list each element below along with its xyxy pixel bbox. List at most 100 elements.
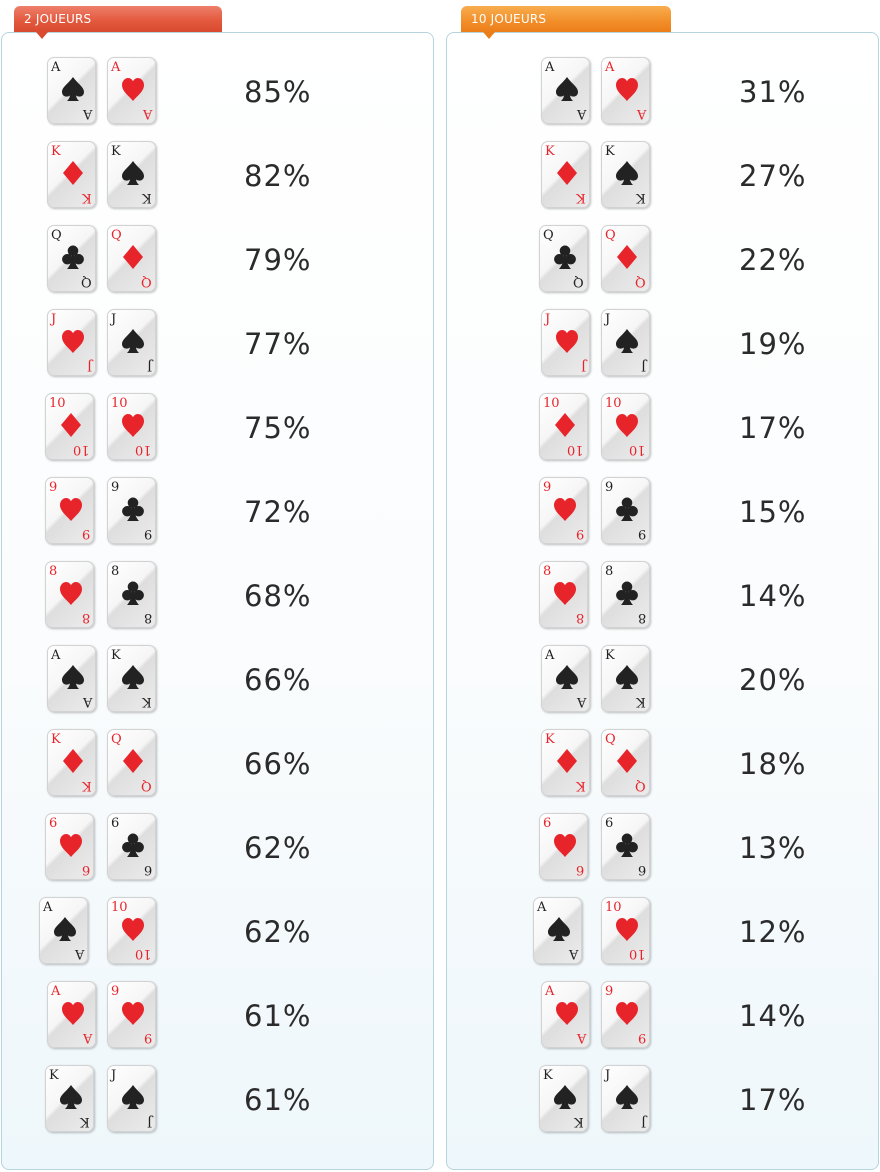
card-rank-inverted: A — [82, 106, 92, 121]
card-rank: 9 — [111, 984, 120, 999]
card-rank-inverted: 8 — [143, 610, 152, 625]
card-rank-inverted: A — [142, 106, 152, 121]
card-rank: K — [51, 732, 61, 747]
win-percentage: 85% — [244, 75, 312, 109]
spade-icon — [62, 77, 84, 101]
win-percentage: 61% — [244, 1083, 312, 1117]
card-rank-inverted: 8 — [575, 610, 584, 625]
win-percentage: 61% — [244, 999, 312, 1033]
card-rank-inverted: J — [580, 358, 586, 373]
card-rank-inverted: 6 — [81, 862, 90, 877]
card-rank: 8 — [605, 564, 614, 579]
tab-10-joueurs[interactable]: 10 JOUEURS — [461, 6, 671, 39]
playing-card: 10 10 — [107, 897, 156, 964]
club-icon — [616, 581, 638, 605]
card-rank-inverted: 9 — [143, 1030, 152, 1045]
club-icon — [62, 245, 84, 269]
spade-icon — [556, 665, 578, 689]
card-rank-inverted: 10 — [135, 442, 152, 457]
hand-row: Q Q Q Q 22% — [447, 225, 878, 309]
heart-icon — [616, 918, 638, 941]
card-rank-inverted: K — [576, 778, 586, 793]
diamond-icon — [555, 413, 575, 437]
playing-card: 10 10 — [601, 897, 650, 964]
diamond-icon — [63, 161, 83, 185]
card-rank-inverted: Q — [141, 778, 152, 793]
spade-icon — [556, 77, 578, 101]
card-rank: K — [605, 144, 615, 159]
card-rank-inverted: 10 — [629, 946, 646, 961]
card-rank-inverted: 9 — [575, 526, 584, 541]
spade-icon — [616, 1085, 638, 1109]
card-rank-inverted: J — [146, 1114, 152, 1129]
card-rank: K — [49, 1068, 59, 1083]
hand-row: A A K K 66% — [2, 645, 433, 729]
card-rank-inverted: 8 — [81, 610, 90, 625]
hand-row: A A 9 9 61% — [2, 981, 433, 1065]
card-rank-inverted: Q — [141, 274, 152, 289]
card-rank: 8 — [111, 564, 120, 579]
win-percentage: 82% — [244, 159, 312, 193]
card-rank-inverted: J — [86, 358, 92, 373]
card-rank: K — [111, 648, 121, 663]
card-rank: J — [111, 1068, 117, 1083]
card-rank: 6 — [111, 816, 120, 831]
card-rank: Q — [111, 228, 122, 243]
card-rank-inverted: A — [82, 694, 92, 709]
hand-row: 8 8 8 8 14% — [447, 561, 878, 645]
hand-row: 10 10 10 10 75% — [2, 393, 433, 477]
win-percentage: 72% — [244, 495, 312, 529]
card-rank-inverted: K — [142, 190, 152, 205]
win-percentage: 31% — [739, 75, 807, 109]
card-rank-inverted: Q — [635, 274, 646, 289]
card-rank-inverted: K — [576, 190, 586, 205]
card-rank: K — [545, 144, 555, 159]
heart-icon — [616, 1002, 638, 1025]
card-rank-inverted: 6 — [575, 862, 584, 877]
card-rank-inverted: 9 — [143, 526, 152, 541]
card-rank-inverted: 10 — [135, 946, 152, 961]
playing-card: 10 10 — [45, 393, 94, 460]
card-rank-inverted: A — [74, 946, 84, 961]
heart-icon — [554, 498, 576, 521]
card-rank: K — [545, 732, 555, 747]
card-rank: Q — [111, 732, 122, 747]
diamond-icon — [63, 749, 83, 773]
club-icon — [122, 581, 144, 605]
card-rank: J — [111, 312, 117, 327]
hand-row: A A K K 20% — [447, 645, 878, 729]
card-rank: 10 — [605, 396, 622, 411]
win-percentage: 66% — [244, 663, 312, 697]
win-percentage: 12% — [739, 915, 807, 949]
hand-row: 6 6 6 6 62% — [2, 813, 433, 897]
card-rank-inverted: A — [576, 694, 586, 709]
tab-2-joueurs[interactable]: 2 JOUEURS — [14, 6, 222, 39]
card-rank: 9 — [543, 480, 552, 495]
card-rank: 10 — [111, 396, 128, 411]
card-rank: 10 — [543, 396, 560, 411]
spade-icon — [122, 665, 144, 689]
card-rank: 10 — [111, 900, 128, 915]
card-rank: 6 — [49, 816, 58, 831]
card-rank: 10 — [605, 900, 622, 915]
hand-row: A A A A 31% — [447, 57, 878, 141]
card-rank-inverted: 10 — [73, 442, 90, 457]
win-percentage: 13% — [739, 831, 807, 865]
card-rank: K — [111, 144, 121, 159]
